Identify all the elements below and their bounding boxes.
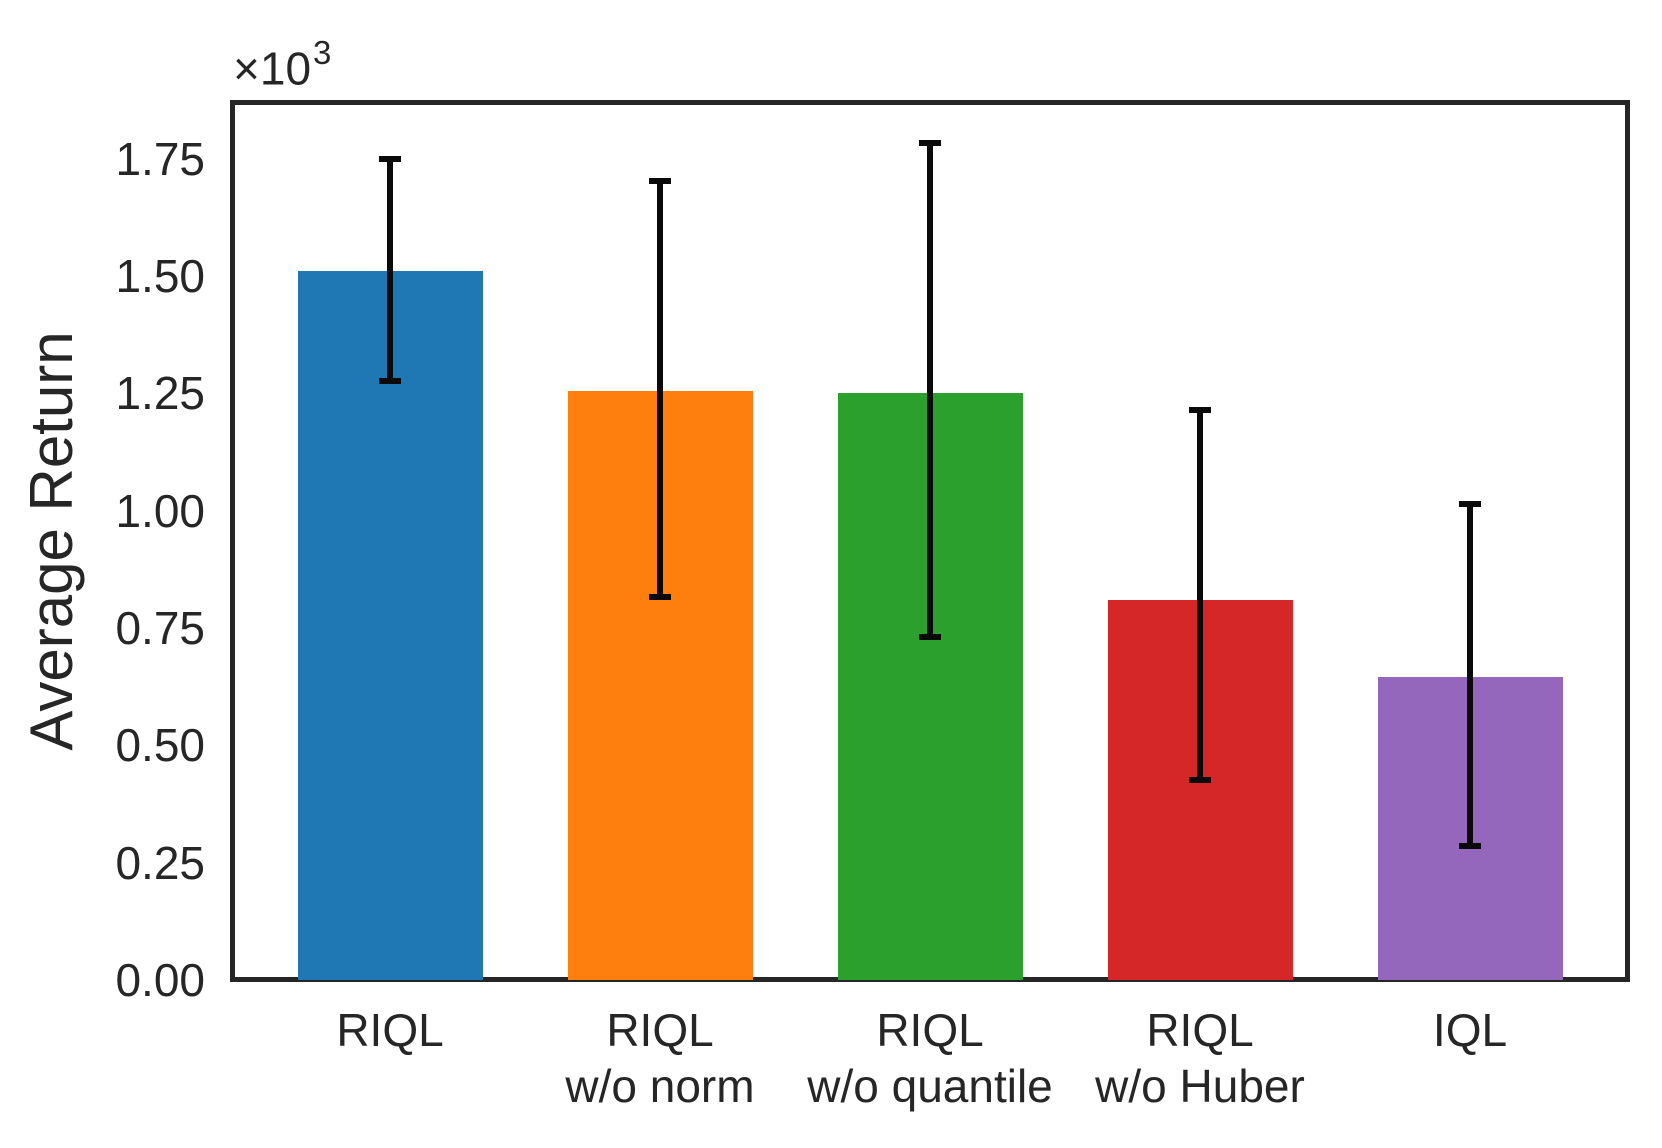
error-cap-bottom-riql-w-o-norm: [649, 593, 671, 600]
y-tick-label-0.00: 0.00: [115, 954, 205, 1006]
y-tick-label-1.25: 1.25: [115, 367, 205, 420]
x-tick-label-iql: IQL: [1300, 1002, 1640, 1058]
error-cap-bottom-riql-w-o-huber: [1189, 776, 1211, 783]
offset-base: ×10: [233, 42, 312, 95]
y-tick-label-0.25: 0.25: [115, 836, 205, 889]
y-tick-label-0.50: 0.50: [115, 719, 205, 772]
y-tick-label-1.50: 1.50: [115, 250, 205, 303]
error-bar-riql-w-o-norm: [657, 177, 663, 600]
x-tick-line: IQL: [1432, 1004, 1508, 1056]
error-cap-top-riql-w-o-quantile: [919, 140, 941, 146]
y-tick-label-1.00: 1.00: [115, 484, 205, 537]
x-tick-line: RIQL: [1146, 1004, 1254, 1056]
bar-riql: [297, 271, 483, 980]
error-cap-bottom-iql: [1459, 842, 1481, 849]
y-tick-label-0.75: 0.75: [115, 602, 205, 655]
x-tick-label-riql-w-o-norm: RIQL w/o norm: [490, 1002, 830, 1114]
error-cap-top-iql: [1459, 501, 1481, 508]
error-bar-riql-w-o-huber: [1197, 407, 1203, 783]
x-tick-label-riql-w-o-huber: RIQL w/o Huber: [1030, 1002, 1370, 1114]
error-cap-bottom-riql: [379, 378, 401, 385]
x-tick-line: RIQL: [336, 1004, 444, 1056]
y-axis-offset-text: ×103: [233, 34, 331, 95]
x-tick-line: RIQL: [606, 1004, 714, 1056]
error-cap-top-riql-w-o-norm: [649, 177, 671, 184]
y-tick-label-1.75: 1.75: [115, 132, 205, 185]
x-tick-line: RIQL: [876, 1004, 984, 1056]
x-tick-line: w/o quantile: [807, 1060, 1053, 1112]
error-cap-bottom-riql-w-o-quantile: [919, 633, 941, 640]
offset-exponent: 3: [313, 34, 332, 71]
error-cap-top-riql-w-o-huber: [1189, 407, 1211, 414]
x-tick-line: w/o norm: [565, 1060, 755, 1112]
x-tick-line: w/o Huber: [1095, 1060, 1305, 1112]
error-cap-top-riql: [379, 156, 401, 163]
x-tick-label-riql: RIQL: [220, 1002, 560, 1058]
error-bar-riql-w-o-quantile: [927, 140, 933, 640]
error-bar-riql: [387, 156, 393, 385]
x-tick-label-riql-w-o-quantile: RIQL w/o quantile: [760, 1002, 1100, 1114]
error-bar-iql: [1467, 501, 1473, 849]
